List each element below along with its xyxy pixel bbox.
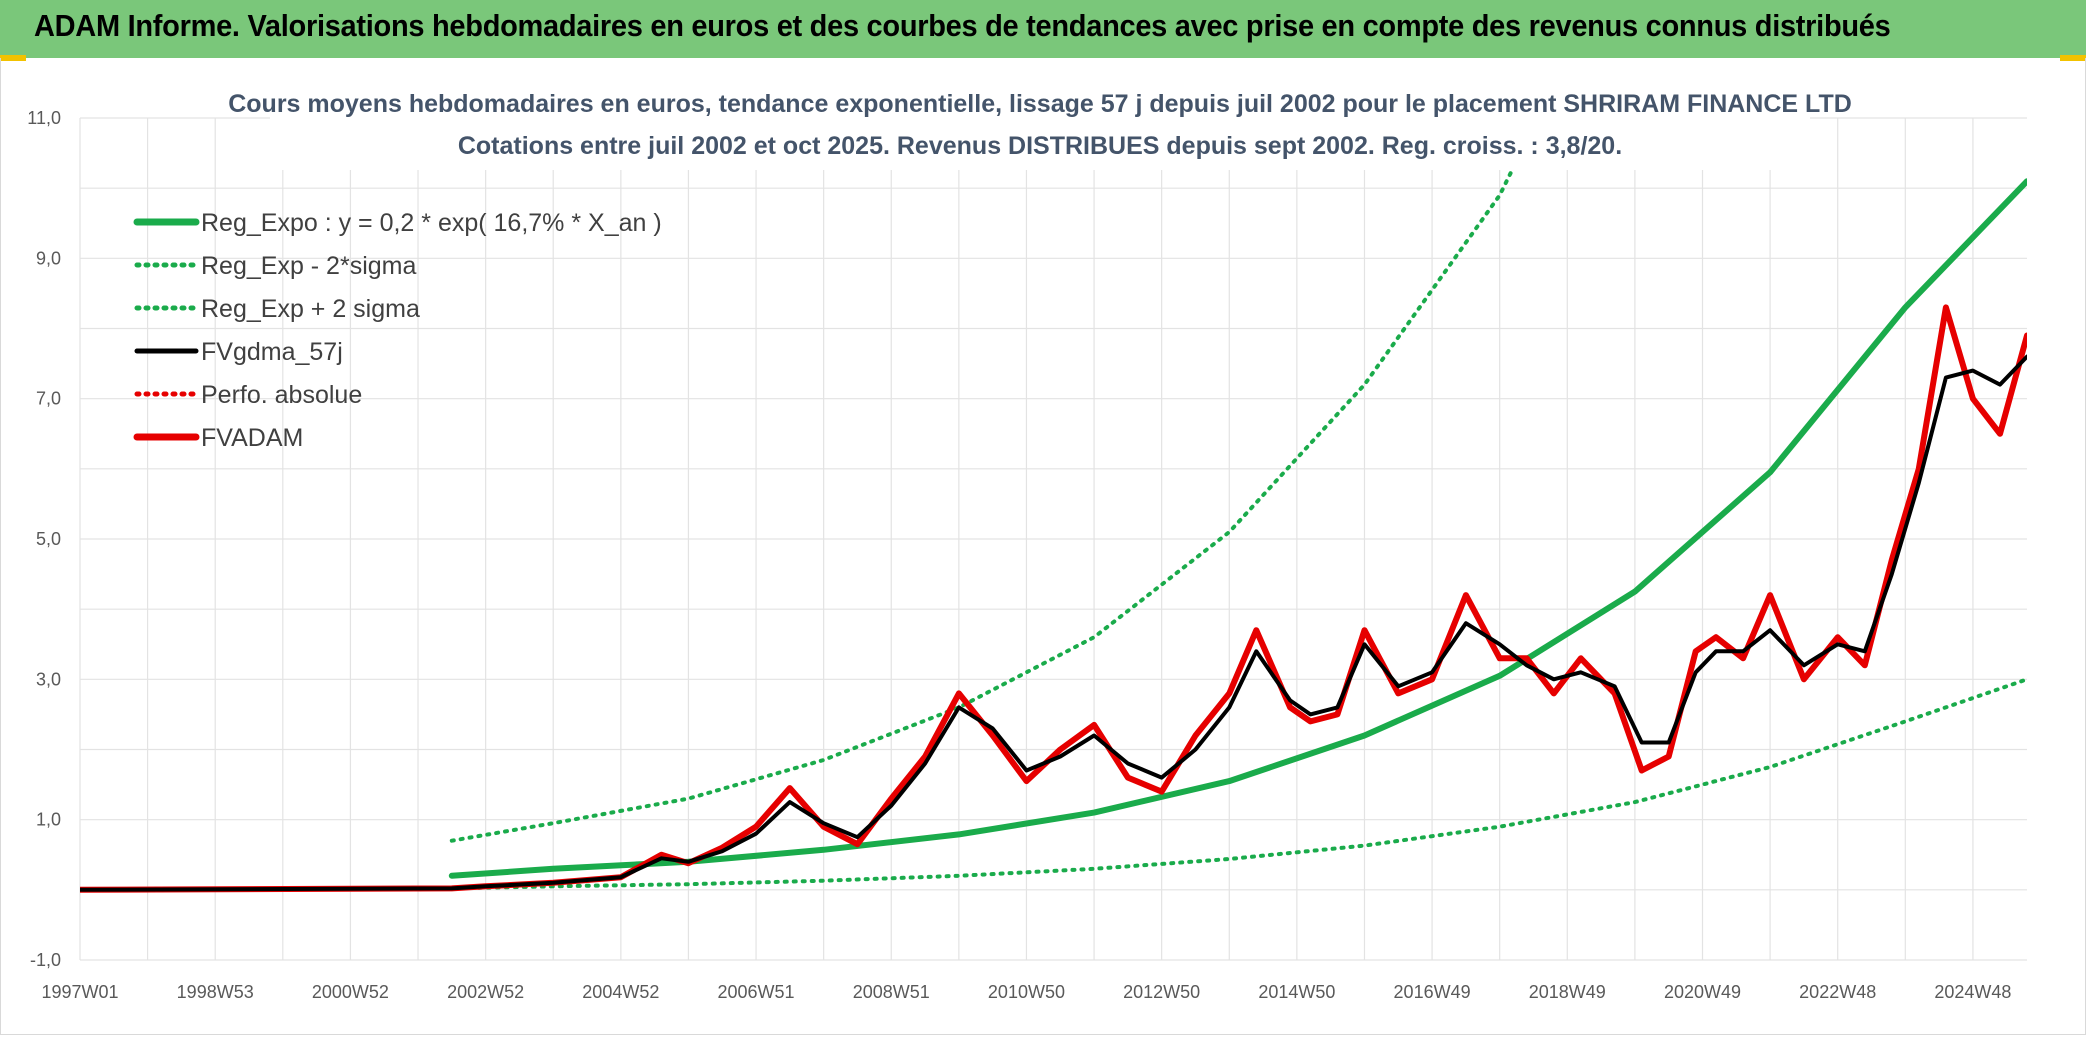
series-line-5 xyxy=(80,304,2027,893)
chart-subtitle: Cotations entre juil 2002 et oct 2025. R… xyxy=(458,132,1622,160)
x-tick-label: 1998W53 xyxy=(177,982,254,1002)
series-line-2 xyxy=(449,118,1541,843)
x-tick-label: 2002W52 xyxy=(447,982,524,1002)
y-tick-label: 3,0 xyxy=(36,669,61,689)
gridlines xyxy=(79,117,2027,961)
legend-label: Perfo. absolue xyxy=(201,381,362,409)
x-tick-label: 2012W50 xyxy=(1123,982,1200,1002)
y-tick-label: 1,0 xyxy=(36,810,61,830)
chart-title: Cours moyens hebdomadaires en euros, ten… xyxy=(228,90,1852,118)
x-tick-label: 2008W51 xyxy=(853,982,930,1002)
x-tick-label: 2014W50 xyxy=(1258,982,1335,1002)
x-tick-label: 2000W52 xyxy=(312,982,389,1002)
legend-label: FVgdma_57j xyxy=(201,338,343,366)
x-tick-label: 2022W48 xyxy=(1799,982,1876,1002)
x-tick-label: 2016W49 xyxy=(1394,982,1471,1002)
x-tick-label: 2004W52 xyxy=(582,982,659,1002)
y-tick-label: 11,0 xyxy=(27,108,61,128)
legend-label: Reg_Exp + 2 sigma xyxy=(201,295,420,323)
legend-label: Reg_Expo : y = 0,2 * exp( 16,7% * X_an ) xyxy=(201,209,662,237)
banner-title: ADAM Informe. Valorisations hebdomadaire… xyxy=(34,8,1891,43)
y-tick-label: 5,0 xyxy=(36,529,61,549)
corner-accent-left xyxy=(0,55,26,61)
series-line-3 xyxy=(80,354,2027,892)
y-tick-label: 9,0 xyxy=(36,248,61,268)
series-layer xyxy=(80,118,2027,893)
chart-title-group: Cours moyens hebdomadaires en euros, ten… xyxy=(228,86,1852,170)
x-tick-label: 2010W50 xyxy=(988,982,1065,1002)
x-tick-label: 2020W49 xyxy=(1664,982,1741,1002)
axis-ticks: -1,0 1,0 3,0 5,0 7,0 9,0 11,0 1997W01 1998W53 200… xyxy=(27,108,2011,1002)
legend-label: Reg_Exp - 2*sigma xyxy=(201,252,416,280)
x-tick-label: 2006W51 xyxy=(718,982,795,1002)
chart-title-background xyxy=(270,86,1810,170)
header-banner: ADAM Informe. Valorisations hebdomadaire… xyxy=(0,0,2086,58)
chart-legend: Reg_Expo : y = 0,2 * exp( 16,7% * X_an )… xyxy=(133,209,662,452)
legend-label: FVADAM xyxy=(201,424,303,452)
y-tick-label: -1,0 xyxy=(30,950,61,970)
x-tick-label: 2018W49 xyxy=(1529,982,1606,1002)
x-tick-label: 2024W48 xyxy=(1934,982,2011,1002)
y-tick-label: 7,0 xyxy=(36,389,61,409)
corner-accent-right xyxy=(2060,55,2086,61)
x-tick-label: 1997W01 xyxy=(41,982,118,1002)
series-line-1 xyxy=(449,677,2027,891)
